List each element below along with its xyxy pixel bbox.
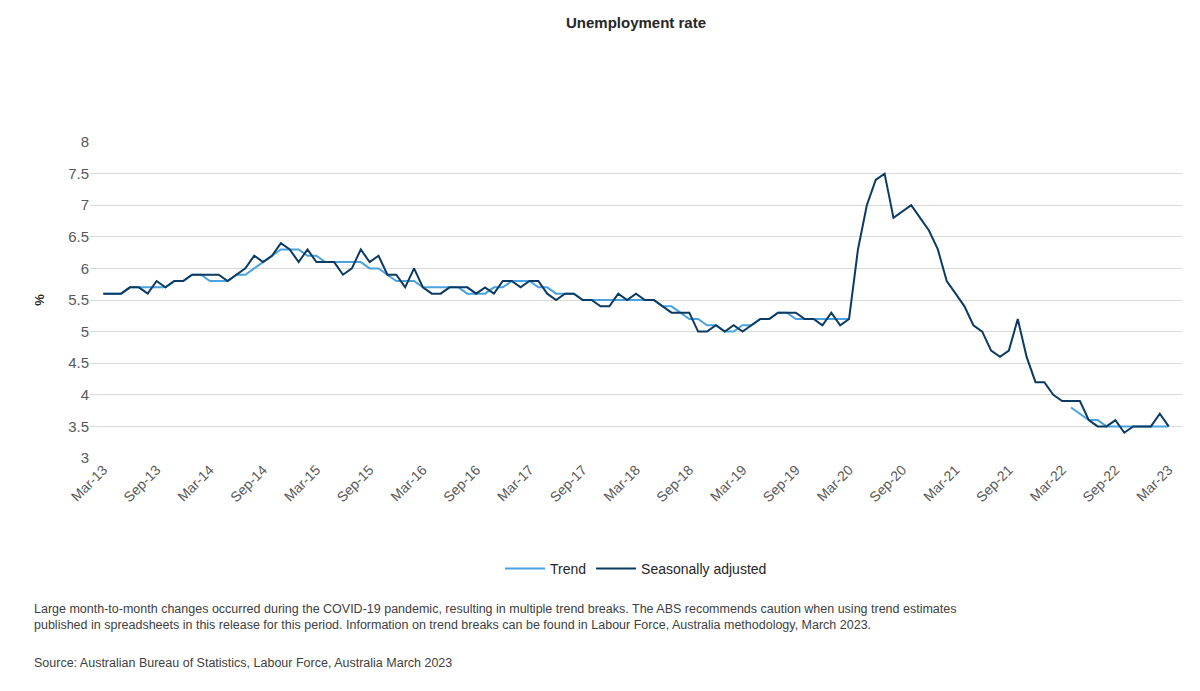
svg-text:Sep-17: Sep-17: [547, 462, 590, 505]
svg-text:Sep-21: Sep-21: [973, 462, 1016, 505]
svg-text:4: 4: [81, 386, 89, 403]
svg-text:Mar-22: Mar-22: [1027, 462, 1070, 505]
svg-text:Mar-13: Mar-13: [68, 462, 111, 505]
svg-text:Mar-19: Mar-19: [707, 462, 750, 505]
svg-text:7: 7: [81, 196, 89, 213]
svg-text:Large month-to-month changes o: Large month-to-month changes occurred du…: [34, 602, 956, 632]
svg-text:Sep-14: Sep-14: [227, 462, 270, 505]
svg-text:Mar-18: Mar-18: [600, 462, 643, 505]
svg-text:Sep-13: Sep-13: [120, 462, 163, 505]
svg-text:%: %: [32, 294, 47, 306]
svg-text:Mar-20: Mar-20: [813, 462, 856, 505]
svg-text:5: 5: [81, 323, 89, 340]
svg-text:Source: Australian Bureau of S: Source: Australian Bureau of Statistics,…: [34, 656, 452, 670]
svg-text:6: 6: [81, 260, 89, 277]
svg-text:Trend: Trend: [550, 561, 586, 577]
svg-text:3.5: 3.5: [68, 418, 89, 435]
svg-text:Sep-22: Sep-22: [1079, 462, 1122, 505]
svg-text:8: 8: [81, 133, 89, 150]
svg-text:4.5: 4.5: [68, 354, 89, 371]
svg-text:Sep-18: Sep-18: [653, 462, 696, 505]
svg-text:Mar-21: Mar-21: [920, 462, 963, 505]
svg-text:Sep-20: Sep-20: [866, 462, 909, 505]
svg-text:7.5: 7.5: [68, 165, 89, 182]
svg-text:Unemployment rate: Unemployment rate: [566, 14, 706, 31]
svg-text:Sep-19: Sep-19: [760, 462, 803, 505]
svg-text:6.5: 6.5: [68, 228, 89, 245]
svg-text:Mar-17: Mar-17: [494, 462, 537, 505]
svg-text:Mar-16: Mar-16: [387, 462, 430, 505]
svg-text:Mar-23: Mar-23: [1133, 462, 1176, 505]
svg-text:Sep-15: Sep-15: [333, 462, 376, 505]
svg-text:Seasonally adjusted: Seasonally adjusted: [641, 561, 766, 577]
svg-text:Mar-14: Mar-14: [174, 462, 217, 505]
svg-text:Mar-15: Mar-15: [281, 462, 324, 505]
svg-text:5.5: 5.5: [68, 291, 89, 308]
svg-text:Sep-16: Sep-16: [440, 462, 483, 505]
svg-text:3: 3: [81, 449, 89, 466]
